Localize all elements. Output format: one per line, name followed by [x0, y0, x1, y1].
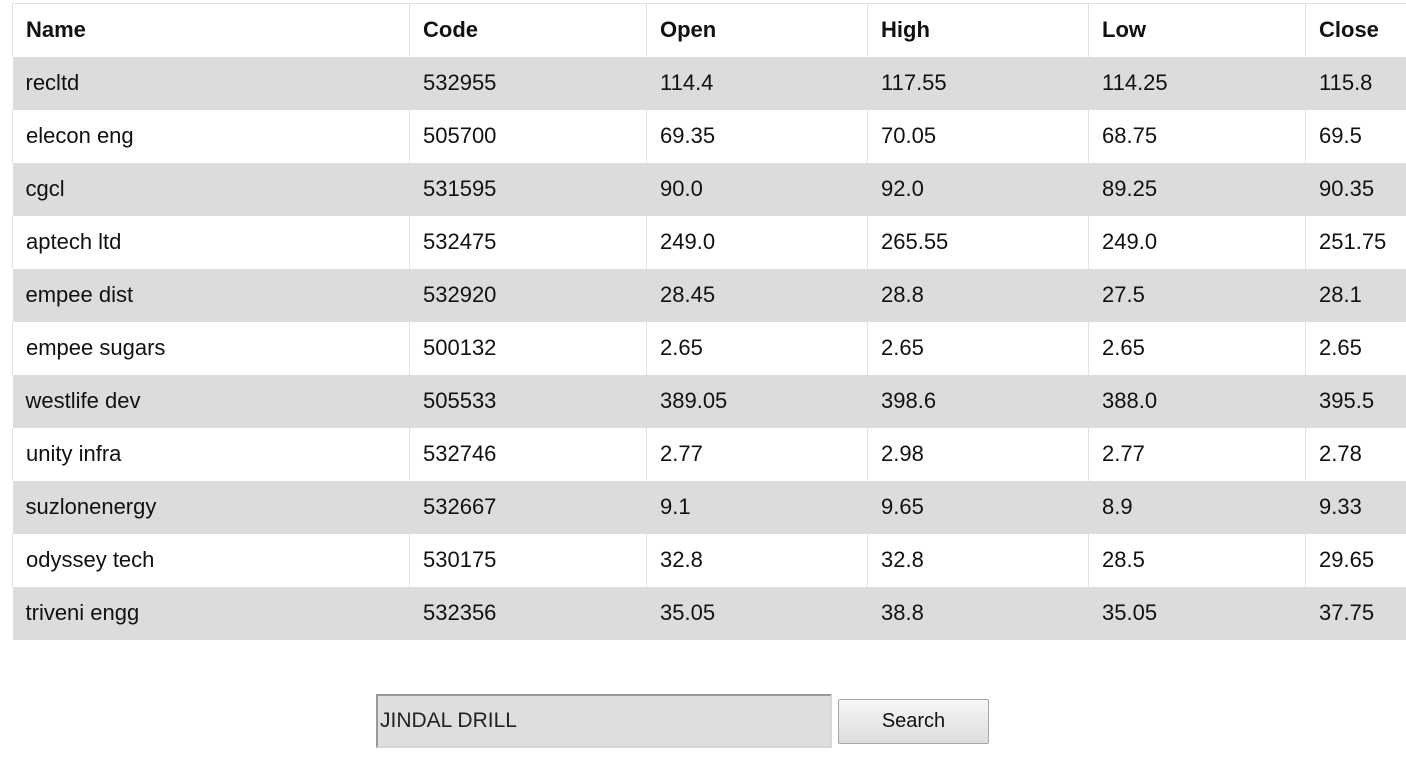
table-row: empee sugars 500132 2.65 2.65 2.65 2.65 — [12, 321, 1406, 375]
cell-name: elecon eng — [12, 109, 410, 163]
cell-open: 35.05 — [646, 586, 868, 640]
cell-high: 38.8 — [867, 586, 1089, 640]
search-input[interactable] — [376, 694, 832, 748]
column-header-close: Close — [1305, 3, 1406, 57]
cell-code: 532475 — [409, 215, 647, 269]
cell-low: 35.05 — [1088, 586, 1306, 640]
table-row: suzlonenergy 532667 9.1 9.65 8.9 9.33 — [12, 480, 1406, 534]
cell-name: odyssey tech — [12, 533, 410, 587]
cell-code: 532356 — [409, 586, 647, 640]
stock-quotes-table-container: Name Code Open High Low Close recltd 5329… — [12, 3, 1406, 640]
cell-open: 114.4 — [646, 56, 868, 110]
cell-high: 92.0 — [867, 162, 1089, 216]
search-button[interactable]: Search — [838, 699, 989, 744]
cell-high: 32.8 — [867, 533, 1089, 587]
cell-high: 2.98 — [867, 427, 1089, 481]
cell-high: 398.6 — [867, 374, 1089, 428]
table-row: odyssey tech 530175 32.8 32.8 28.5 29.65 — [12, 533, 1406, 587]
cell-code: 505700 — [409, 109, 647, 163]
table-row: empee dist 532920 28.45 28.8 27.5 28.1 — [12, 268, 1406, 322]
header-row: Name Code Open High Low Close — [12, 3, 1406, 57]
column-header-code: Code — [409, 3, 647, 57]
cell-low: 28.5 — [1088, 533, 1306, 587]
cell-code: 500132 — [409, 321, 647, 375]
cell-low: 249.0 — [1088, 215, 1306, 269]
cell-low: 27.5 — [1088, 268, 1306, 322]
cell-close: 115.8 — [1305, 56, 1406, 110]
cell-close: 395.5 — [1305, 374, 1406, 428]
cell-name: westlife dev — [12, 374, 410, 428]
cell-close: 2.78 — [1319, 441, 1362, 466]
table-row: aptech ltd 532475 249.0 265.55 249.0 251.75 — [12, 215, 1406, 269]
cell-open: 9.1 — [646, 480, 868, 534]
cell-close: 29.65 — [1319, 547, 1375, 572]
cell-code: 531595 — [409, 162, 647, 216]
cell-high: 28.8 — [867, 268, 1089, 322]
column-header-high: High — [867, 3, 1089, 57]
cell-code: 532955 — [409, 56, 647, 110]
cell-close: 251.75 — [1319, 229, 1387, 254]
cell-low: 8.9 — [1088, 480, 1306, 534]
cell-high: 70.05 — [867, 109, 1089, 163]
table-row: triveni engg 532356 35.05 38.8 35.05 37.75 — [12, 586, 1406, 640]
column-header-name: Name — [12, 3, 410, 57]
table-body: recltd 532955 114.4 117.55 114.25 115.8 elecon… — [12, 56, 1406, 640]
cell-name: aptech ltd — [12, 215, 410, 269]
table-row: recltd 532955 114.4 117.55 114.25 115.8 — [12, 56, 1406, 110]
cell-low: 388.0 — [1088, 374, 1306, 428]
cell-code: 532667 — [409, 480, 647, 534]
cell-high: 265.55 — [867, 215, 1089, 269]
cell-close: 9.33 — [1305, 480, 1406, 534]
table-row: cgcl 531595 90.0 92.0 89.25 90.35 — [12, 162, 1406, 216]
table-header: Name Code Open High Low Close — [12, 3, 1406, 57]
cell-close: 69.5 — [1319, 123, 1362, 148]
cell-high: 117.55 — [867, 56, 1089, 110]
cell-open: 249.0 — [646, 215, 868, 269]
cell-name: cgcl — [12, 162, 410, 216]
cell-code: 532920 — [409, 268, 647, 322]
cell-high: 2.65 — [867, 321, 1089, 375]
cell-high: 9.65 — [867, 480, 1089, 534]
cell-code: 532746 — [409, 427, 647, 481]
stock-quotes-table: Name Code Open High Low Close recltd 5329… — [12, 3, 1406, 640]
cell-open: 90.0 — [646, 162, 868, 216]
cell-open: 32.8 — [646, 533, 868, 587]
cell-name: suzlonenergy — [12, 480, 410, 534]
search-bar: Search — [376, 694, 996, 748]
cell-low: 2.77 — [1088, 427, 1306, 481]
cell-low: 114.25 — [1088, 56, 1306, 110]
cell-open: 2.77 — [646, 427, 868, 481]
cell-code: 530175 — [409, 533, 647, 587]
cell-name: triveni engg — [12, 586, 410, 640]
cell-low: 89.25 — [1088, 162, 1306, 216]
cell-close: 28.1 — [1305, 268, 1406, 322]
cell-open: 28.45 — [646, 268, 868, 322]
cell-close: 37.75 — [1305, 586, 1406, 640]
cell-name: empee dist — [12, 268, 410, 322]
cell-name: unity infra — [12, 427, 410, 481]
cell-open: 69.35 — [646, 109, 868, 163]
cell-close: 2.65 — [1319, 335, 1362, 360]
cell-code: 505533 — [409, 374, 647, 428]
table-row: westlife dev 505533 389.05 398.6 388.0 395.5 — [12, 374, 1406, 428]
cell-low: 2.65 — [1088, 321, 1306, 375]
cell-name: empee sugars — [12, 321, 410, 375]
cell-open: 389.05 — [646, 374, 868, 428]
column-header-open: Open — [646, 3, 868, 57]
table-row: unity infra 532746 2.77 2.98 2.77 2.78 — [12, 427, 1406, 481]
cell-name: recltd — [12, 56, 410, 110]
table-row: elecon eng 505700 69.35 70.05 68.75 69.5 — [12, 109, 1406, 163]
cell-low: 68.75 — [1088, 109, 1306, 163]
cell-open: 2.65 — [646, 321, 868, 375]
cell-close: 90.35 — [1305, 162, 1406, 216]
column-header-low: Low — [1088, 3, 1306, 57]
